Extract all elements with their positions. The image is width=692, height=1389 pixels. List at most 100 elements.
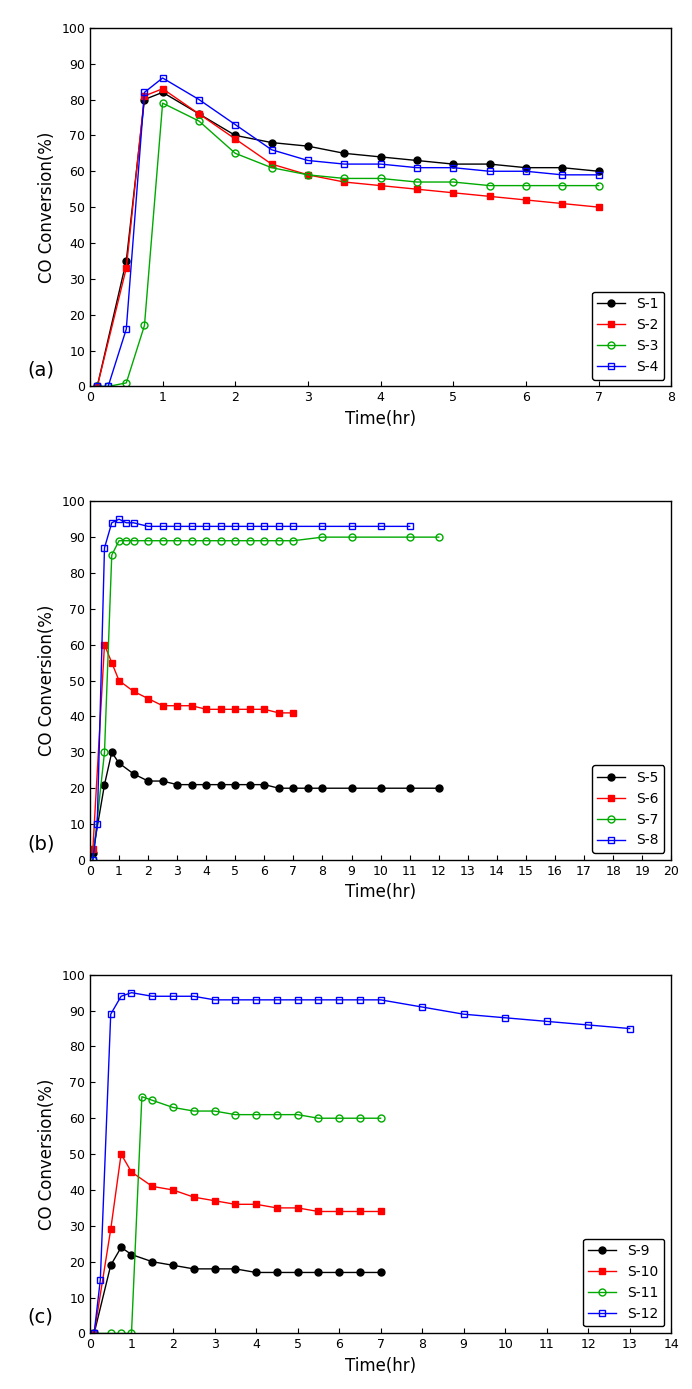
S-8 <box>246 518 254 535</box>
Legend: S-9, S-10, S-11, S-12: S-9, S-10, S-11, S-12 <box>583 1239 664 1326</box>
S-4 <box>558 167 566 183</box>
S-5 <box>275 779 283 796</box>
S-12 <box>252 992 260 1008</box>
S-2 <box>93 378 102 394</box>
S-9 <box>273 1264 281 1281</box>
S-10 <box>90 1325 98 1342</box>
S-7 <box>158 532 167 549</box>
S-12 <box>273 992 281 1008</box>
S-4 <box>594 167 603 183</box>
S-5 <box>173 776 181 793</box>
S-3 <box>376 169 385 186</box>
S-3 <box>122 375 130 392</box>
S-12 <box>626 1020 634 1036</box>
S-8 <box>347 518 356 535</box>
S-2 <box>558 196 566 213</box>
S-9 <box>169 1257 177 1274</box>
S-12 <box>169 988 177 1004</box>
S-7 <box>231 532 239 549</box>
S-1 <box>449 156 457 172</box>
S-12 <box>90 1325 98 1342</box>
S-4 <box>486 163 494 179</box>
S-1 <box>376 149 385 165</box>
S-11 <box>231 1106 239 1122</box>
S-9 <box>90 1325 98 1342</box>
S-9 <box>148 1253 156 1270</box>
S-2 <box>122 260 130 276</box>
Line: S-12: S-12 <box>91 989 633 1336</box>
S-12 <box>459 1006 468 1022</box>
S-8 <box>188 518 196 535</box>
Text: (b): (b) <box>28 833 55 853</box>
S-8 <box>89 851 97 868</box>
S-2 <box>449 185 457 201</box>
S-8 <box>406 518 414 535</box>
Line: S-4: S-4 <box>93 75 602 390</box>
S-1 <box>158 83 167 100</box>
S-12 <box>543 1013 551 1029</box>
S-4 <box>412 160 421 176</box>
S-3 <box>195 113 203 129</box>
S-6 <box>275 704 283 721</box>
S-8 <box>202 518 210 535</box>
S-11 <box>90 1325 98 1342</box>
S-9 <box>293 1264 302 1281</box>
S-5 <box>217 776 225 793</box>
S-7 <box>173 532 181 549</box>
S-6 <box>231 701 239 718</box>
S-5 <box>231 776 239 793</box>
S-3 <box>267 160 275 176</box>
Line: S-8: S-8 <box>89 515 413 864</box>
S-10 <box>169 1182 177 1199</box>
S-7 <box>129 532 138 549</box>
S-5 <box>89 845 97 861</box>
S-1 <box>558 160 566 176</box>
S-10 <box>231 1196 239 1213</box>
S-4 <box>122 321 130 338</box>
S-6 <box>144 690 152 707</box>
S-5 <box>108 745 116 761</box>
Line: S-5: S-5 <box>89 749 442 856</box>
X-axis label: Time(hr): Time(hr) <box>345 1357 416 1375</box>
S-1 <box>140 92 149 108</box>
Legend: S-5, S-6, S-7, S-8: S-5, S-6, S-7, S-8 <box>592 765 664 853</box>
S-2 <box>522 192 530 208</box>
S-11 <box>376 1110 385 1126</box>
Line: S-11: S-11 <box>91 1093 384 1336</box>
S-8 <box>376 518 385 535</box>
S-7 <box>289 532 298 549</box>
S-8 <box>122 514 130 531</box>
S-11 <box>273 1106 281 1122</box>
S-4 <box>158 69 167 86</box>
S-1 <box>195 106 203 122</box>
S-12 <box>107 1006 115 1022</box>
Line: S-10: S-10 <box>91 1150 384 1336</box>
S-12 <box>584 1017 592 1033</box>
S-8 <box>217 518 225 535</box>
S-5 <box>347 779 356 796</box>
S-3 <box>340 169 348 186</box>
S-10 <box>376 1203 385 1220</box>
S-6 <box>188 697 196 714</box>
S-11 <box>335 1110 343 1126</box>
S-1 <box>231 126 239 143</box>
S-6 <box>260 701 268 718</box>
S-6 <box>158 697 167 714</box>
S-4 <box>93 378 102 394</box>
S-5 <box>246 776 254 793</box>
S-3 <box>104 378 112 394</box>
S-2 <box>594 199 603 215</box>
S-1 <box>594 163 603 179</box>
S-7 <box>89 851 97 868</box>
S-3 <box>231 144 239 161</box>
S-8 <box>289 518 298 535</box>
S-11 <box>314 1110 322 1126</box>
Text: (a): (a) <box>28 361 55 379</box>
S-7 <box>275 532 283 549</box>
S-5 <box>289 779 298 796</box>
S-12 <box>356 992 364 1008</box>
S-11 <box>169 1099 177 1115</box>
S-11 <box>293 1106 302 1122</box>
S-10 <box>210 1192 219 1208</box>
S-9 <box>190 1261 198 1278</box>
